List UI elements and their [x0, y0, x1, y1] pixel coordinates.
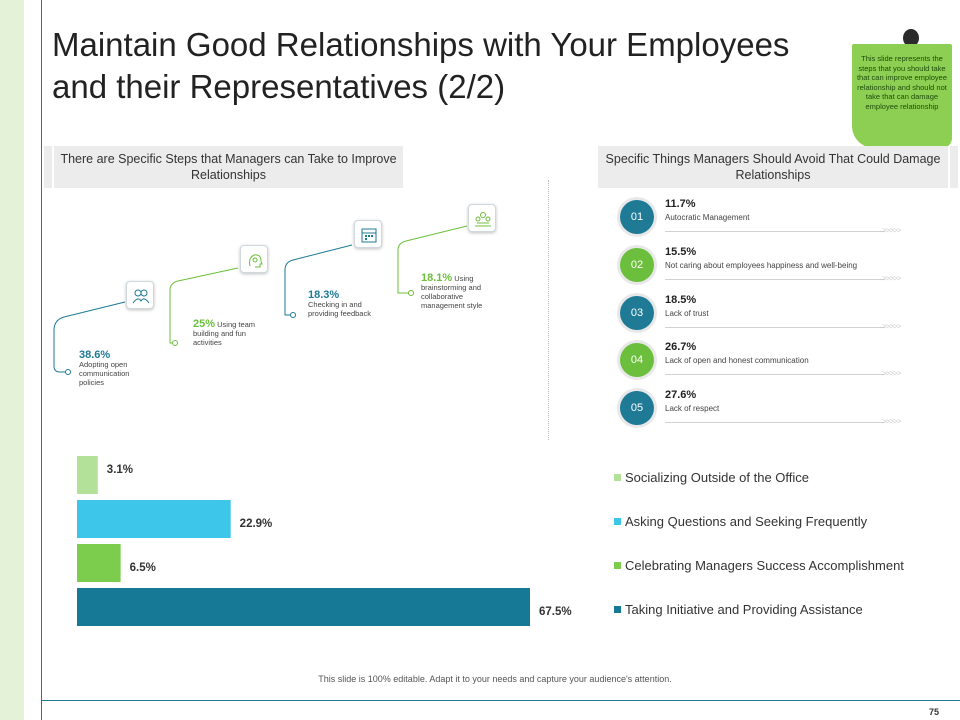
avoid-item-text: Autocratic Management: [665, 213, 750, 222]
group-meeting-icon: [468, 204, 496, 232]
step-1-text: Adopting open communication policies: [79, 360, 130, 387]
chevrons-right-icon: >>>>>: [882, 274, 901, 283]
step-4-text: Using brainstorming and collaborative ma…: [421, 274, 483, 310]
avoid-item-pct: 18.5%: [665, 294, 697, 306]
legend-item: Asking Questions and Seeking Frequently: [614, 514, 867, 529]
legend-swatch: [614, 474, 621, 481]
step-4-label: 18.1% Using brainstorming and collaborat…: [421, 272, 501, 311]
bar-1-value-label: 3.1%: [107, 464, 133, 476]
avoid-item-number: 02: [620, 248, 654, 282]
legend-item: Celebrating Managers Success Accomplishm…: [614, 558, 904, 573]
header-edge: [950, 146, 958, 188]
footer-caption: This slide is 100% editable. Adapt it to…: [318, 674, 672, 684]
avoid-item-line: [665, 279, 885, 280]
step-3-label: 18.3% Checking in and providing feedback: [308, 289, 378, 319]
avoid-item-number: 05: [620, 391, 654, 425]
step-2-text: Using team building and fun activities: [193, 320, 256, 347]
avoid-item: 05 27.6% Lack of respect >>>>>: [620, 389, 920, 429]
bar-4: [77, 588, 530, 626]
legend-swatch: [614, 562, 621, 569]
side-accent-line: [41, 0, 42, 720]
step-2-label: 25% Using team building and fun activiti…: [193, 318, 273, 348]
footer-divider: [41, 700, 960, 701]
avoid-item-pct: 27.6%: [665, 389, 697, 401]
bar-2: [77, 500, 231, 538]
avoid-item-pct: 15.5%: [665, 246, 697, 258]
bar-1: [77, 456, 98, 494]
avoid-item-pct: 26.7%: [665, 341, 697, 353]
legend-label: Celebrating Managers Success Accomplishm…: [625, 558, 904, 573]
side-accent-strip: [0, 0, 24, 720]
panel-divider: [548, 180, 549, 440]
step-3-pct: 18.3%: [308, 289, 340, 301]
step-3-text: Checking in and providing feedback: [308, 300, 371, 318]
chevrons-right-icon: >>>>>: [882, 417, 901, 426]
slide-title-line-1: Maintain Good Relationships with Your Em…: [52, 26, 790, 63]
bar-chart: 3.1% 22.9% 6.5% 67.5%: [77, 456, 572, 626]
avoid-item-line: [665, 374, 885, 375]
header-edge: [44, 146, 52, 188]
avoid-item-number: 03: [620, 296, 654, 330]
step-1-pct: 38.6%: [79, 349, 111, 361]
avoid-item: 04 26.7% Lack of open and honest communi…: [620, 341, 920, 381]
legend-swatch: [614, 518, 621, 525]
avoid-item-line: [665, 422, 885, 423]
avoid-item-line: [665, 231, 885, 232]
left-panel-header: There are Specific Steps that Managers c…: [54, 146, 403, 188]
avoid-item: 01 11.7% Autocratic Management >>>>>: [620, 198, 920, 238]
bar-2-value-label: 22.9%: [240, 518, 273, 530]
step-4-pct: 18.1%: [421, 272, 453, 284]
page-number: 75: [929, 707, 940, 717]
avoid-item-text: Lack of open and honest communication: [665, 356, 809, 365]
team-icon: [126, 281, 154, 309]
avoid-item-text: Lack of trust: [665, 309, 709, 318]
slide-title-line-2: and their Representatives (2/2): [52, 68, 506, 105]
avoid-item: 02 15.5% Not caring about employees happ…: [620, 246, 920, 286]
bar-4-value-label: 67.5%: [539, 606, 572, 618]
chevrons-right-icon: >>>>>: [882, 369, 901, 378]
sticky-note: This slide represents the steps that you…: [852, 44, 952, 148]
legend-label: Asking Questions and Seeking Frequently: [625, 514, 868, 529]
step-2-pct: 25%: [193, 318, 216, 330]
puzzle-head-icon: [240, 245, 268, 273]
chevrons-right-icon: >>>>>: [882, 226, 901, 235]
avoid-item-text: Not caring about employees happiness and…: [665, 261, 858, 270]
legend-item: Taking Initiative and Providing Assistan…: [614, 602, 863, 617]
legend-label: Taking Initiative and Providing Assistan…: [625, 602, 863, 617]
bar-3-value-label: 6.5%: [130, 562, 156, 574]
avoid-item-number: 04: [620, 343, 654, 377]
legend-label: Socializing Outside of the Office: [625, 470, 810, 485]
calendar-icon: [354, 220, 382, 248]
right-panel-header: Specific Things Managers Should Avoid Th…: [598, 146, 948, 188]
avoid-item-number: 01: [620, 200, 654, 234]
legend-item: Socializing Outside of the Office: [614, 470, 809, 485]
chevrons-right-icon: >>>>>: [882, 322, 901, 331]
avoid-item: 03 18.5% Lack of trust >>>>>: [620, 294, 920, 334]
step-1-label: 38.6% Adopting open communication polici…: [79, 349, 169, 388]
avoid-item-text: Lack of respect: [665, 404, 720, 413]
avoid-item-line: [665, 327, 885, 328]
steps-connector-lines: [53, 225, 468, 375]
avoid-item-pct: 11.7%: [665, 198, 696, 210]
legend-swatch: [614, 606, 621, 613]
bar-3: [77, 544, 121, 582]
slide-title: Maintain Good Relationships with Your Em…: [52, 24, 852, 108]
